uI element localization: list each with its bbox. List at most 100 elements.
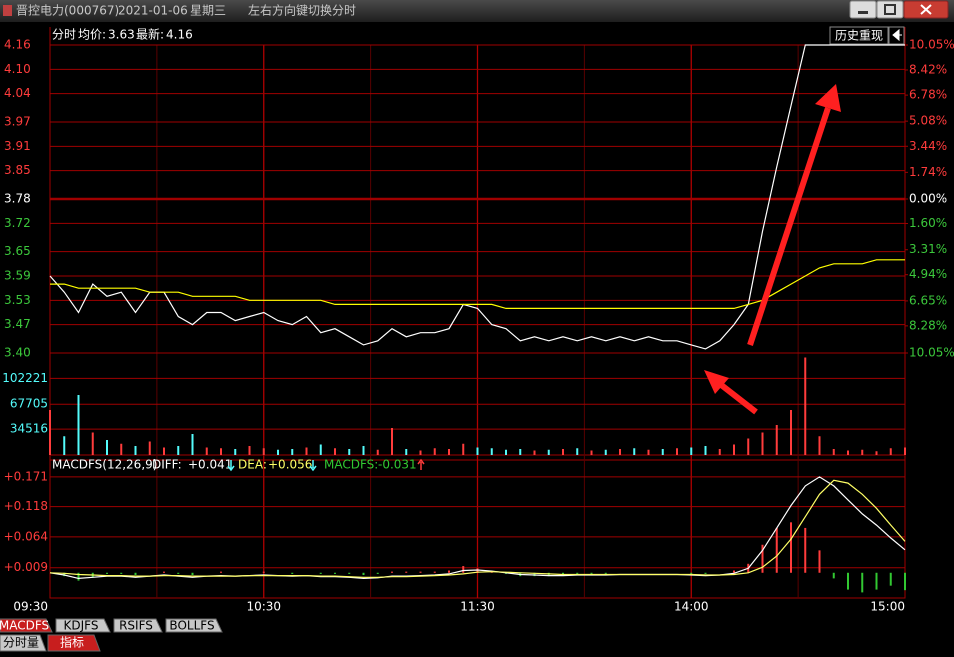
replay-button[interactable]	[829, 26, 889, 45]
minimize-icon	[858, 11, 868, 14]
legend-label: MACDFS:	[324, 458, 378, 472]
tab-label: 分时量	[3, 636, 39, 650]
legend-label: DIFF:	[152, 458, 182, 472]
volume-bar	[163, 447, 165, 455]
volume-bar	[861, 449, 864, 455]
y-tick-label: +0.064	[4, 529, 48, 543]
volume-bar	[490, 448, 493, 455]
volume-bar	[633, 448, 636, 455]
macd-bar	[77, 572, 80, 581]
last-value: 4.16	[166, 28, 193, 42]
macd-bar	[847, 572, 849, 590]
y-tick-label: 3.97	[4, 115, 31, 129]
trend-arrow	[417, 458, 425, 470]
y2-tick-label: 10.05%	[909, 38, 954, 52]
tab[interactable]	[0, 634, 47, 652]
volume-bar	[148, 441, 151, 455]
tab[interactable]	[165, 618, 223, 633]
y-tick-label: 4.04	[4, 86, 31, 100]
annotation-arrowhead	[815, 84, 841, 112]
volume-bar	[462, 443, 465, 455]
legend-label: DEA:	[238, 458, 267, 472]
x-tick-label: 11:30	[460, 600, 495, 614]
annotation-arrow	[747, 107, 831, 346]
volume-bar	[604, 449, 607, 455]
x-tick-label: 14:00	[674, 600, 709, 614]
macd-bar	[462, 566, 465, 573]
volume-bar	[889, 448, 892, 455]
date: 2021-01-06	[118, 4, 188, 18]
macd-bar	[904, 572, 906, 591]
volume-bar	[319, 444, 322, 455]
tab-label: RSIFS	[119, 619, 153, 633]
volume-bar	[134, 446, 137, 455]
y2-tick-label: 0.00%	[909, 192, 947, 206]
window-buttons	[849, 0, 949, 19]
x-tick-label: 10:30	[246, 600, 281, 614]
volume-bar	[647, 449, 650, 455]
volume-bar	[91, 432, 94, 455]
macd-bar	[818, 550, 821, 573]
tab-label: 指标	[60, 635, 84, 650]
macd-bar	[448, 570, 450, 573]
volume-bar	[718, 449, 721, 455]
y-tick-label: 34516	[10, 422, 48, 436]
volume-bar	[348, 449, 351, 455]
macd-bar	[889, 572, 892, 586]
y-tick-label: 102221	[2, 371, 48, 385]
y-tick-label: 3.59	[4, 269, 31, 283]
avg-value: 3.63	[108, 28, 135, 42]
back-icon	[892, 28, 902, 42]
maximize-icon	[884, 4, 896, 15]
volume-bar	[448, 449, 450, 455]
macd-bar	[106, 572, 108, 574]
volume-bar	[277, 449, 279, 455]
macd-bar	[604, 572, 607, 574]
volume-bar	[733, 444, 735, 455]
trend-arrow	[227, 460, 235, 472]
tab-label: BOLLFS	[169, 619, 214, 633]
y2-tick-label: 1.74%	[909, 165, 947, 179]
trend-arrow	[309, 460, 317, 472]
minimize-button[interactable]	[849, 0, 877, 19]
volume-bar	[547, 449, 550, 455]
y-tick-label: 3.40	[4, 346, 31, 360]
tab[interactable]	[47, 634, 101, 652]
volume-bar	[391, 428, 393, 455]
stock-name: 晋控电力(000767)	[16, 4, 119, 18]
macd-bar	[761, 544, 764, 573]
macd-bar	[163, 571, 165, 573]
y2-tick-label: 4.94%	[909, 267, 947, 281]
macd-bar	[562, 572, 564, 576]
y-tick-label: +0.171	[4, 469, 48, 483]
macd-bar	[391, 571, 393, 573]
tab-label: KDJFS	[64, 619, 99, 633]
macd-bar	[775, 527, 778, 573]
macd-bar	[576, 572, 579, 574]
annotations	[704, 84, 841, 415]
volume-bar	[291, 449, 294, 455]
y-tick-label: +0.118	[4, 499, 48, 513]
macd-bar	[348, 572, 351, 574]
tab[interactable]	[0, 618, 53, 633]
tab[interactable]	[55, 618, 111, 633]
tab[interactable]	[113, 618, 163, 633]
volume-bar	[847, 450, 849, 455]
macd-line	[49, 476, 906, 580]
y-tick-label: 4.10	[4, 62, 31, 76]
y-tick-label: 3.65	[4, 244, 31, 258]
y-tick-label: 3.47	[4, 317, 31, 331]
volume-bar	[875, 451, 878, 455]
macd-bar	[433, 571, 436, 573]
volume-bar	[832, 449, 835, 455]
volume-bar	[476, 447, 479, 455]
macd-bar	[220, 571, 222, 573]
replay-label: 历史重现	[835, 29, 883, 43]
volume-bar	[191, 434, 194, 455]
annotation-arrow	[718, 381, 758, 415]
y-tick-label: 3.78	[4, 192, 31, 206]
maximize-button[interactable]	[876, 0, 904, 19]
macd-bar	[262, 571, 265, 573]
